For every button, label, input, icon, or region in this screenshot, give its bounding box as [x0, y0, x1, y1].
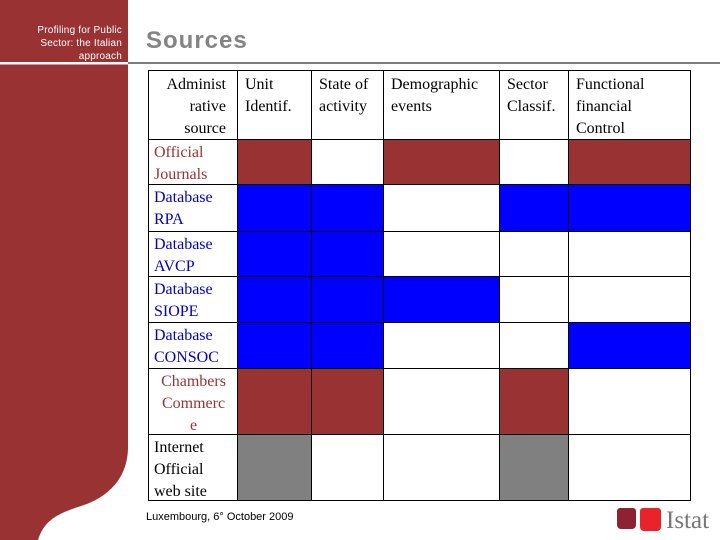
table-cell: [312, 435, 384, 501]
table-cell: [384, 140, 500, 185]
column-header-2: State of activity: [312, 71, 384, 140]
table-cell: [384, 232, 500, 277]
table-cell: [384, 277, 500, 323]
column-header-4: Sector Classif.: [500, 71, 569, 140]
header-divider-line: [128, 62, 720, 64]
logo-dark-square-icon: [617, 508, 636, 529]
row-header: Official Journals: [149, 140, 238, 185]
table-cell: [500, 140, 569, 185]
table-cell: [238, 140, 312, 185]
table-cell: [384, 435, 500, 501]
sources-table: Administ rative source Unit Identif. State…: [148, 70, 691, 501]
row-header: Chambers Commerc e: [149, 369, 238, 435]
row-header: Database SIOPE: [149, 277, 238, 323]
table-cell: [500, 323, 569, 369]
table-cell: [312, 232, 384, 277]
column-header-1: Unit Identif.: [238, 71, 312, 140]
table-cell: [238, 435, 312, 501]
sidebar-panel: [0, 0, 128, 540]
table-cell: [384, 323, 500, 369]
table-cell: [384, 369, 500, 435]
table-cell: [569, 277, 691, 323]
table-cell: [312, 277, 384, 323]
table-cell: [569, 435, 691, 501]
table-cell: [500, 369, 569, 435]
istat-logo: Istat: [617, 507, 710, 534]
table-cell: [238, 369, 312, 435]
table-cell: [238, 277, 312, 323]
table-cell: [500, 232, 569, 277]
table-cell: [312, 323, 384, 369]
table-cell: [500, 277, 569, 323]
column-header-3: Demographic events: [384, 71, 500, 140]
logo-red-square-icon: [640, 508, 661, 531]
row-header: Internet Official web site: [149, 435, 238, 501]
table-cell: [569, 232, 691, 277]
page-title: Sources: [146, 27, 248, 54]
row-header: Database CONSOC: [149, 323, 238, 369]
row-header: Database AVCP: [149, 232, 238, 277]
sidebar-divider-notch: [0, 62, 128, 65]
table-corner-header: Administ rative source: [149, 71, 238, 140]
slide-subtitle: Profiling for Public Sector: the Italian…: [37, 25, 122, 62]
table-cell: [312, 185, 384, 232]
column-header-5: Functional financial Control: [569, 71, 691, 140]
table-cell: [312, 140, 384, 185]
table-cell: [500, 185, 569, 232]
footer-date: Luxembourg, 6° October 2009: [146, 511, 294, 523]
sidebar-curve-shape: [0, 0, 128, 540]
row-header: Database RPA: [149, 185, 238, 232]
table-cell: [569, 369, 691, 435]
table-cell: [312, 369, 384, 435]
table-cell: [569, 323, 691, 369]
table-cell: [500, 435, 569, 501]
table-cell: [569, 140, 691, 185]
table-cell: [238, 323, 312, 369]
table-cell: [569, 185, 691, 232]
logo-text: Istat: [666, 507, 710, 534]
table-cell: [238, 185, 312, 232]
table-cell: [384, 185, 500, 232]
table-cell: [238, 232, 312, 277]
